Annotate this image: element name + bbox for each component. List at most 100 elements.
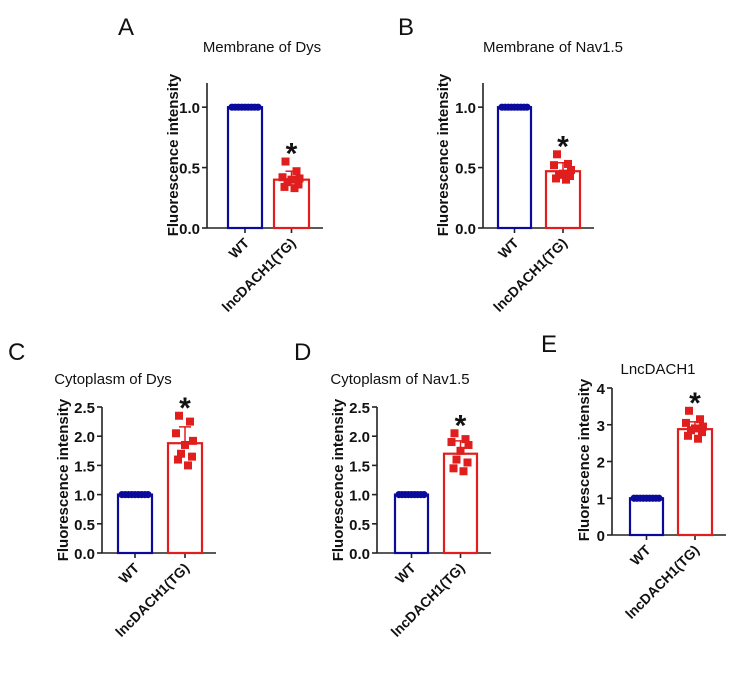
panel-letter: D (294, 339, 311, 366)
data-point-tg (694, 434, 702, 443)
y-tick-label: 2.0 (74, 429, 95, 446)
data-point-wt (655, 494, 663, 502)
data-point-tg (177, 449, 185, 458)
significance-star: * (689, 387, 701, 420)
data-point-wt (144, 491, 152, 499)
y-tick-label: 1 (597, 491, 605, 508)
data-point-tg (186, 417, 194, 426)
significance-star: * (557, 130, 569, 163)
x-category-label: WT (392, 559, 419, 586)
data-point-tg (567, 166, 575, 174)
data-point-tg (699, 422, 707, 431)
y-axis-label: Fluorescence intensity (165, 73, 182, 236)
x-category-label: WT (225, 234, 252, 261)
panel-d: D Cytoplasm of Nav1.5 Fluorescence intensi… (294, 339, 491, 640)
data-point-tg (552, 174, 560, 183)
data-point-tg (295, 174, 304, 183)
data-point-tg (564, 159, 572, 168)
y-tick-label: 0.5 (179, 161, 200, 178)
data-point-tg (553, 150, 561, 159)
data-point-tg (698, 428, 706, 437)
y-tick-label: 0.5 (74, 517, 95, 534)
data-point-wt (254, 103, 262, 111)
significance-star: * (179, 392, 191, 425)
chart-title: Cytoplasm of Dys (54, 371, 172, 388)
y-tick-label: 4 (597, 381, 606, 398)
bar-wt (628, 497, 665, 537)
data-point-tg (682, 418, 690, 427)
data-point-tg (189, 436, 197, 445)
data-point-tg (464, 440, 473, 449)
x-category-label: WT (115, 559, 142, 586)
data-point-tg (685, 406, 693, 415)
data-point-tg (174, 455, 182, 464)
panel-a: A Membrane of Dys Fluorescence intensity0.… (118, 14, 323, 315)
data-point-tg (684, 431, 692, 440)
data-point-tg (449, 464, 458, 473)
data-point-tg (459, 467, 468, 476)
bar-wt (116, 493, 154, 555)
y-tick-label: 1.0 (179, 100, 200, 117)
bar-tg (676, 428, 714, 537)
data-point-tg (461, 435, 470, 444)
data-point-tg (456, 446, 465, 455)
y-tick-label: 0.5 (349, 517, 370, 534)
y-tick-label: 1.0 (349, 488, 370, 505)
chart-title: Membrane of Dys (203, 39, 321, 56)
panel-letter: B (398, 14, 414, 41)
chart-title: Membrane of Nav1.5 (483, 39, 623, 56)
data-point-tg (687, 426, 695, 435)
data-point-tg (184, 461, 192, 470)
y-tick-label: 1.5 (74, 458, 95, 475)
data-point-tg (450, 429, 459, 438)
y-axis-label: Fluorescence intensity (576, 378, 593, 541)
bar-tg (166, 442, 204, 555)
chart-title: Cytoplasm of Nav1.5 (330, 371, 469, 388)
x-category-label: WT (627, 541, 654, 568)
panel-b: B Membrane of Nav1.5 Fluorescence intensit… (398, 14, 623, 315)
y-tick-label: 0.5 (455, 161, 476, 178)
y-tick-label: 2.5 (74, 400, 95, 417)
bar-wt (226, 106, 264, 230)
panel-letter: C (8, 339, 25, 366)
y-axis-label: Fluorescence intensity (55, 398, 72, 561)
y-axis-label: Fluorescence intensity (330, 398, 347, 561)
bar-wt (496, 106, 533, 230)
data-point-tg (292, 167, 301, 176)
data-point-tg (181, 440, 189, 449)
y-tick-label: 3 (597, 418, 605, 435)
data-point-tg (463, 458, 472, 467)
data-point-tg (452, 455, 461, 464)
panel-letter: E (541, 331, 557, 358)
y-axis-label: Fluorescence intensity (435, 73, 452, 236)
data-point-tg (281, 157, 290, 166)
bar-wt (393, 493, 430, 555)
y-tick-label: 0.0 (349, 546, 370, 563)
data-point-tg (447, 438, 456, 447)
y-tick-label: 1.0 (74, 488, 95, 505)
data-point-tg (283, 178, 292, 187)
data-point-tg (175, 411, 183, 420)
y-tick-label: 1.5 (349, 458, 370, 475)
data-point-tg (172, 429, 180, 438)
data-point-wt (523, 103, 531, 111)
data-point-tg (290, 184, 299, 193)
data-point-tg (280, 182, 289, 191)
data-point-tg (696, 415, 704, 424)
panel-letter: A (118, 14, 134, 41)
y-tick-label: 0.0 (179, 221, 200, 238)
chart-title: LncDACH1 (620, 361, 695, 378)
y-tick-label: 1.0 (455, 100, 476, 117)
y-tick-label: 0.0 (455, 221, 476, 238)
data-point-wt (420, 491, 428, 499)
data-point-tg (188, 452, 196, 461)
data-point-tg (562, 175, 570, 184)
data-point-tg (278, 173, 287, 182)
panel-c: C Cytoplasm of Dys Fluorescence intensity 0… (8, 339, 216, 640)
y-tick-label: 2.0 (349, 429, 370, 446)
y-tick-label: 2.5 (349, 400, 370, 417)
x-category-label: WT (495, 234, 522, 261)
y-tick-label: 2 (597, 455, 605, 472)
